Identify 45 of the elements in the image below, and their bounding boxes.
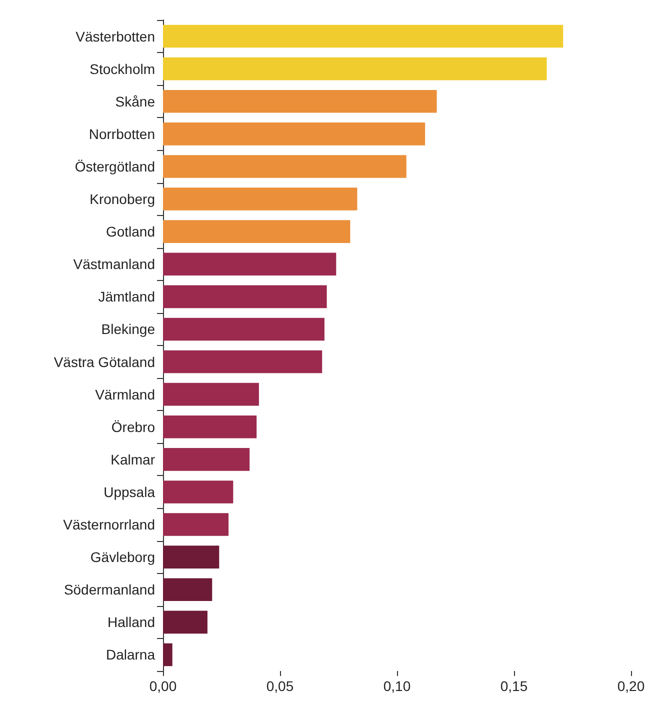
y-tick-label: Halland: [108, 614, 155, 630]
bar: [163, 318, 324, 341]
x-tick-label: 0,15: [500, 678, 528, 694]
y-tick-label: Västra Götaland: [54, 354, 155, 370]
bar: [163, 513, 229, 536]
y-tick-label: Örebro: [111, 418, 156, 435]
bar: [163, 350, 322, 374]
x-tick-label: 0,20: [617, 678, 645, 694]
x-tick-label: 0,00: [149, 678, 177, 694]
y-tick-label: Norrbotten: [88, 126, 155, 142]
bar: [163, 643, 172, 666]
y-tick-label: Uppsala: [104, 484, 156, 500]
bar: [163, 24, 564, 48]
y-tick-label: Kalmar: [110, 451, 156, 468]
y-tick-label: Skåne: [115, 93, 156, 110]
bar: [163, 480, 234, 504]
y-tick-label: Gotland: [106, 224, 155, 240]
y-tick-label: Södermanland: [64, 582, 155, 598]
bar: [163, 90, 437, 113]
bar: [163, 220, 350, 243]
y-tick-label: Dalarna: [106, 646, 156, 663]
bar: [163, 448, 250, 471]
bar: [163, 122, 426, 146]
y-tick-label: Värmland: [95, 386, 155, 402]
bar: [163, 188, 358, 210]
bar: [163, 610, 208, 634]
bar: [163, 546, 220, 568]
bar: [163, 155, 406, 178]
y-tick-label: Västmanland: [73, 256, 155, 272]
y-tick-label: Gävleborg: [90, 549, 155, 566]
bar: [163, 382, 259, 406]
y-tick-label: Västerbotten: [76, 28, 155, 44]
y-tick-label: Kronoberg: [90, 191, 155, 208]
y-tick-label: Blekinge: [101, 321, 156, 338]
bar: [163, 578, 212, 602]
bar: [163, 252, 336, 276]
x-tick-label: 0,05: [266, 678, 294, 694]
y-tick-label: Västernorrland: [63, 516, 155, 533]
x-tick-label: 0,10: [383, 678, 411, 694]
y-tick-label: Östergötland: [74, 158, 155, 174]
y-tick-label: Jämtland: [98, 288, 155, 305]
y-tick-label: Stockholm: [90, 60, 155, 77]
bar: [163, 285, 327, 308]
bar: [163, 415, 257, 438]
bar: [163, 57, 547, 80]
